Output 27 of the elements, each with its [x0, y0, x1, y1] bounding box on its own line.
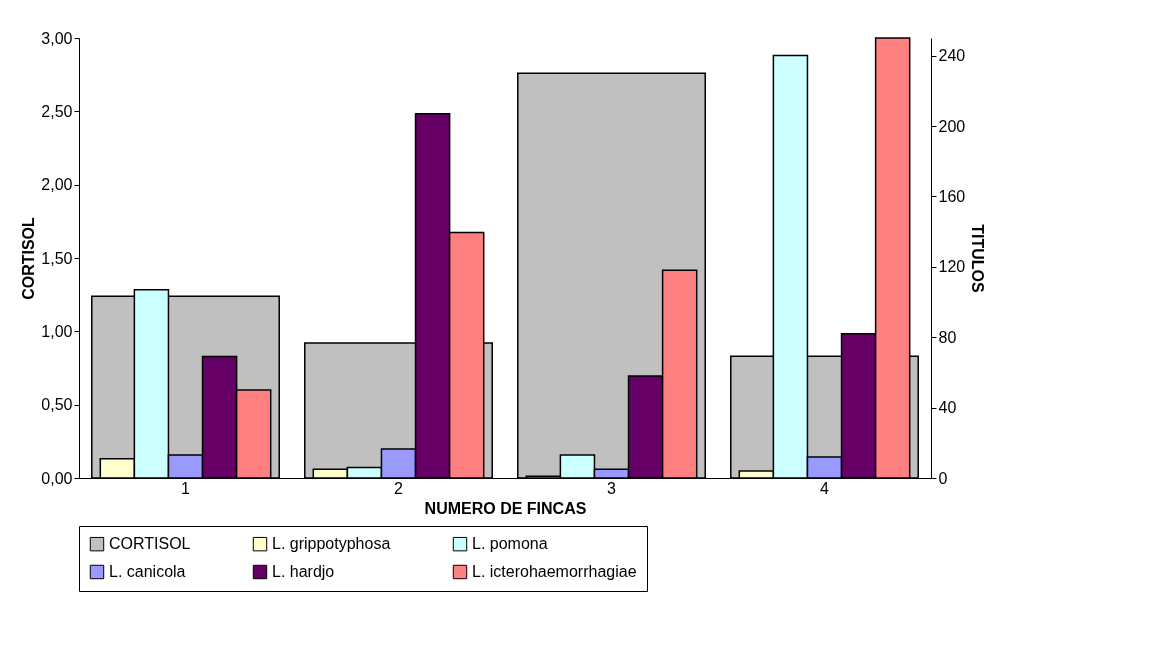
y2-tick-label: 160: [938, 187, 966, 205]
legend-label: L. grippotyphosa: [272, 535, 391, 553]
legend-label: CORTISOL: [109, 535, 191, 553]
y2-tick-label: 80: [938, 328, 957, 346]
y2-tick-label: 200: [938, 117, 966, 135]
y-axis-title: CORTISOL: [20, 216, 38, 300]
y-tick-label: 0,00: [41, 469, 73, 487]
y-tick-label: 2,50: [41, 102, 73, 120]
y-tick-label: 1,00: [41, 322, 73, 340]
legend-label: L. canicola: [109, 563, 186, 580]
x-tick-label: 3: [607, 479, 617, 497]
y2-tick-label: 120: [938, 258, 966, 276]
legend-label: L. pomona: [472, 535, 548, 553]
x-tick-label: 1: [181, 479, 191, 497]
y2-axis-title: TITULOS: [969, 224, 987, 294]
y2-tick-label: 40: [938, 399, 957, 417]
y2-tick-label: 240: [938, 47, 966, 65]
legend-label: L. icterohaemorrhagiae: [472, 563, 637, 580]
x-tick-label: 2: [394, 479, 404, 497]
y-tick-label: 1,50: [41, 249, 73, 267]
y2-tick-label: 0: [938, 469, 948, 487]
y-tick-label: 0,50: [41, 396, 73, 414]
y-tick-label: 3,00: [41, 29, 73, 47]
legend-label: L. hardjo: [272, 563, 335, 580]
x-tick-label: 4: [820, 479, 830, 497]
y-tick-label: 2,00: [41, 176, 73, 194]
x-axis-title: NUMERO DE FINCAS: [424, 499, 587, 517]
